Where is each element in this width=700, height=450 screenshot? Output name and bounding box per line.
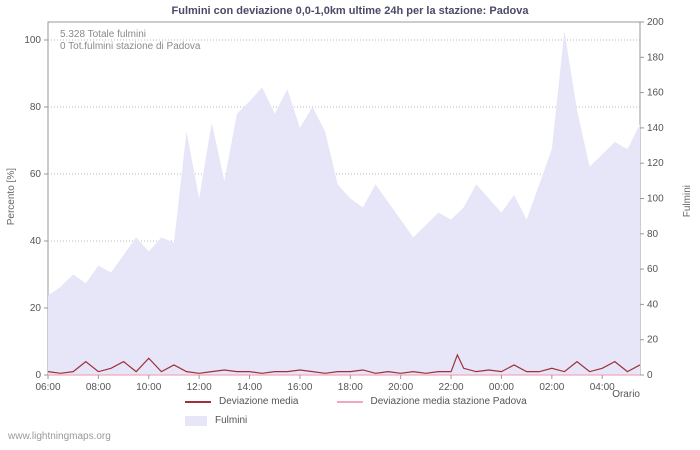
legend-item-fulmini: Fulmini — [185, 415, 247, 426]
svg-text:20: 20 — [647, 335, 659, 346]
svg-text:180: 180 — [647, 52, 664, 63]
chart-title: Fulmini con deviazione 0,0-1,0km ultime … — [171, 5, 529, 17]
legend-label-fulmini: Fulmini — [215, 415, 248, 426]
svg-text:12:00: 12:00 — [187, 382, 212, 393]
svg-text:120: 120 — [647, 158, 664, 169]
legend-row-area: Fulmini — [185, 415, 565, 426]
svg-text:00:00: 00:00 — [489, 382, 514, 393]
svg-text:140: 140 — [647, 123, 664, 134]
svg-text:18:00: 18:00 — [338, 382, 363, 393]
y-axis-label-right: Fulmini — [682, 185, 693, 218]
svg-text:40: 40 — [30, 236, 42, 247]
svg-text:160: 160 — [647, 88, 664, 99]
legend-item-deviazione-padova: Deviazione media stazione Padova — [336, 396, 527, 407]
svg-text:02:00: 02:00 — [539, 382, 564, 393]
svg-text:0: 0 — [35, 370, 41, 381]
legend-row-lines: Deviazione media Deviazione media stazio… — [185, 396, 565, 407]
legend-swatch-deviazione-media — [185, 400, 211, 403]
legend: Deviazione media Deviazione media stazio… — [185, 396, 565, 434]
svg-text:08:00: 08:00 — [86, 382, 111, 393]
svg-text:22:00: 22:00 — [439, 382, 464, 393]
legend-swatch-deviazione-padova — [336, 400, 363, 403]
svg-text:60: 60 — [30, 169, 42, 180]
svg-text:20:00: 20:00 — [388, 382, 413, 393]
svg-text:80: 80 — [647, 229, 659, 240]
svg-text:10:00: 10:00 — [136, 382, 161, 393]
svg-text:0: 0 — [647, 370, 653, 381]
svg-text:100: 100 — [647, 194, 664, 205]
annotation-station-total: 0 Tot.fulmini stazione di Padova — [60, 41, 201, 52]
legend-swatch-fulmini — [185, 415, 207, 426]
annotation-total-fulmini: 5.328 Totale fulmini — [60, 29, 146, 40]
svg-text:40: 40 — [647, 299, 659, 310]
legend-label-deviazione-padova: Deviazione media stazione Padova — [370, 396, 527, 407]
svg-text:06:00: 06:00 — [35, 382, 60, 393]
svg-text:04:00: 04:00 — [590, 382, 615, 393]
svg-text:60: 60 — [647, 264, 659, 275]
svg-text:200: 200 — [647, 17, 664, 28]
legend-label-deviazione-media: Deviazione media — [219, 396, 299, 407]
svg-text:14:00: 14:00 — [237, 382, 262, 393]
svg-text:20: 20 — [30, 303, 42, 314]
svg-text:80: 80 — [30, 102, 42, 113]
legend-item-deviazione-media: Deviazione media — [185, 396, 299, 407]
y-axis-label-left: Percento [%] — [6, 168, 17, 226]
svg-text:16:00: 16:00 — [287, 382, 312, 393]
svg-text:100: 100 — [24, 35, 41, 46]
watermark: www.lightningmaps.org — [8, 431, 111, 442]
x-axis-label: Orario — [612, 389, 640, 400]
